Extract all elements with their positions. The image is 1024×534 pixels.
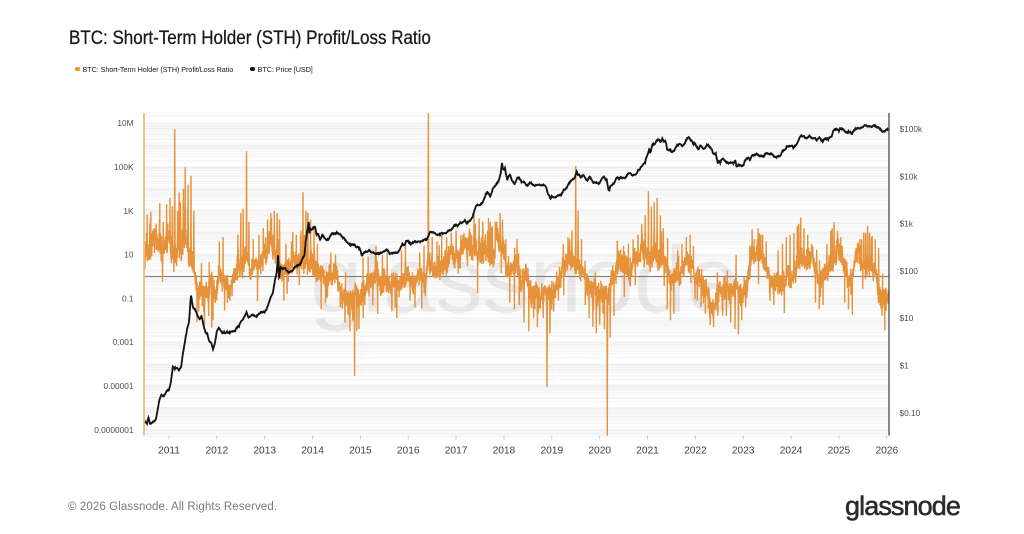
svg-text:2014: 2014 [301, 446, 324, 457]
svg-text:2012: 2012 [205, 446, 228, 457]
svg-text:$1k: $1k [900, 219, 914, 229]
svg-text:2020: 2020 [588, 446, 611, 457]
svg-text:0.0000001: 0.0000001 [94, 425, 134, 435]
svg-text:2026: 2026 [875, 446, 898, 457]
svg-text:2013: 2013 [253, 446, 276, 457]
svg-text:10: 10 [124, 250, 134, 260]
svg-text:1K: 1K [123, 206, 134, 216]
svg-text:2022: 2022 [684, 446, 707, 457]
svg-text:2019: 2019 [540, 446, 563, 457]
svg-text:2011: 2011 [158, 446, 180, 457]
svg-text:$10k: $10k [900, 171, 919, 181]
svg-text:$10: $10 [900, 313, 914, 323]
svg-text:0.1: 0.1 [122, 293, 134, 303]
svg-text:$100: $100 [900, 266, 919, 276]
svg-text:2023: 2023 [732, 446, 755, 457]
svg-text:2024: 2024 [780, 446, 803, 457]
svg-text:2017: 2017 [445, 446, 468, 457]
svg-text:10M: 10M [117, 118, 133, 128]
svg-text:$1: $1 [900, 361, 910, 371]
svg-text:0.001: 0.001 [113, 337, 134, 347]
svg-text:2016: 2016 [397, 446, 420, 457]
svg-text:2018: 2018 [493, 446, 516, 457]
svg-text:0.00001: 0.00001 [104, 381, 134, 391]
svg-text:2015: 2015 [349, 446, 372, 457]
svg-text:2021: 2021 [636, 446, 659, 457]
svg-text:$100k: $100k [900, 124, 923, 134]
svg-text:100K: 100K [114, 162, 134, 172]
svg-text:2025: 2025 [828, 446, 851, 457]
svg-text:$0.10: $0.10 [900, 408, 921, 418]
